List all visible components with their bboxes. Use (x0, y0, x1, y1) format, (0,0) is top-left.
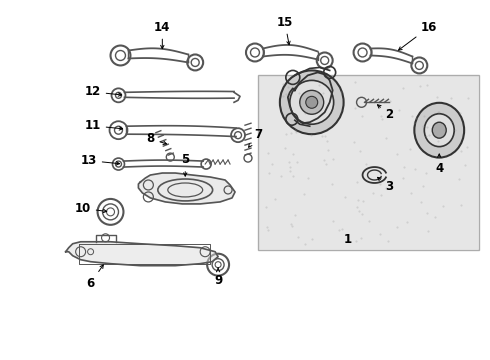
Text: 2: 2 (377, 105, 393, 121)
FancyBboxPatch shape (259, 76, 478, 249)
Text: 14: 14 (154, 21, 171, 49)
Ellipse shape (415, 103, 464, 158)
Ellipse shape (432, 122, 446, 138)
Text: 6: 6 (86, 265, 103, 289)
Circle shape (300, 90, 324, 114)
Text: 12: 12 (84, 85, 122, 98)
Ellipse shape (424, 114, 454, 147)
Polygon shape (288, 72, 333, 123)
Text: 10: 10 (74, 202, 107, 215)
Text: 9: 9 (214, 268, 222, 287)
Text: 7: 7 (248, 128, 262, 147)
Text: 15: 15 (277, 15, 293, 45)
Polygon shape (138, 173, 235, 204)
Circle shape (280, 71, 343, 134)
Text: 16: 16 (398, 21, 438, 50)
Text: 8: 8 (146, 132, 167, 145)
Circle shape (290, 80, 334, 124)
Text: 1: 1 (343, 233, 352, 246)
Text: 11: 11 (84, 119, 122, 132)
FancyBboxPatch shape (258, 75, 479, 250)
Text: 4: 4 (435, 154, 443, 175)
Text: 3: 3 (378, 177, 393, 193)
Text: 13: 13 (80, 154, 120, 167)
Polygon shape (66, 242, 218, 266)
Circle shape (306, 96, 318, 108)
Text: 5: 5 (181, 153, 189, 176)
